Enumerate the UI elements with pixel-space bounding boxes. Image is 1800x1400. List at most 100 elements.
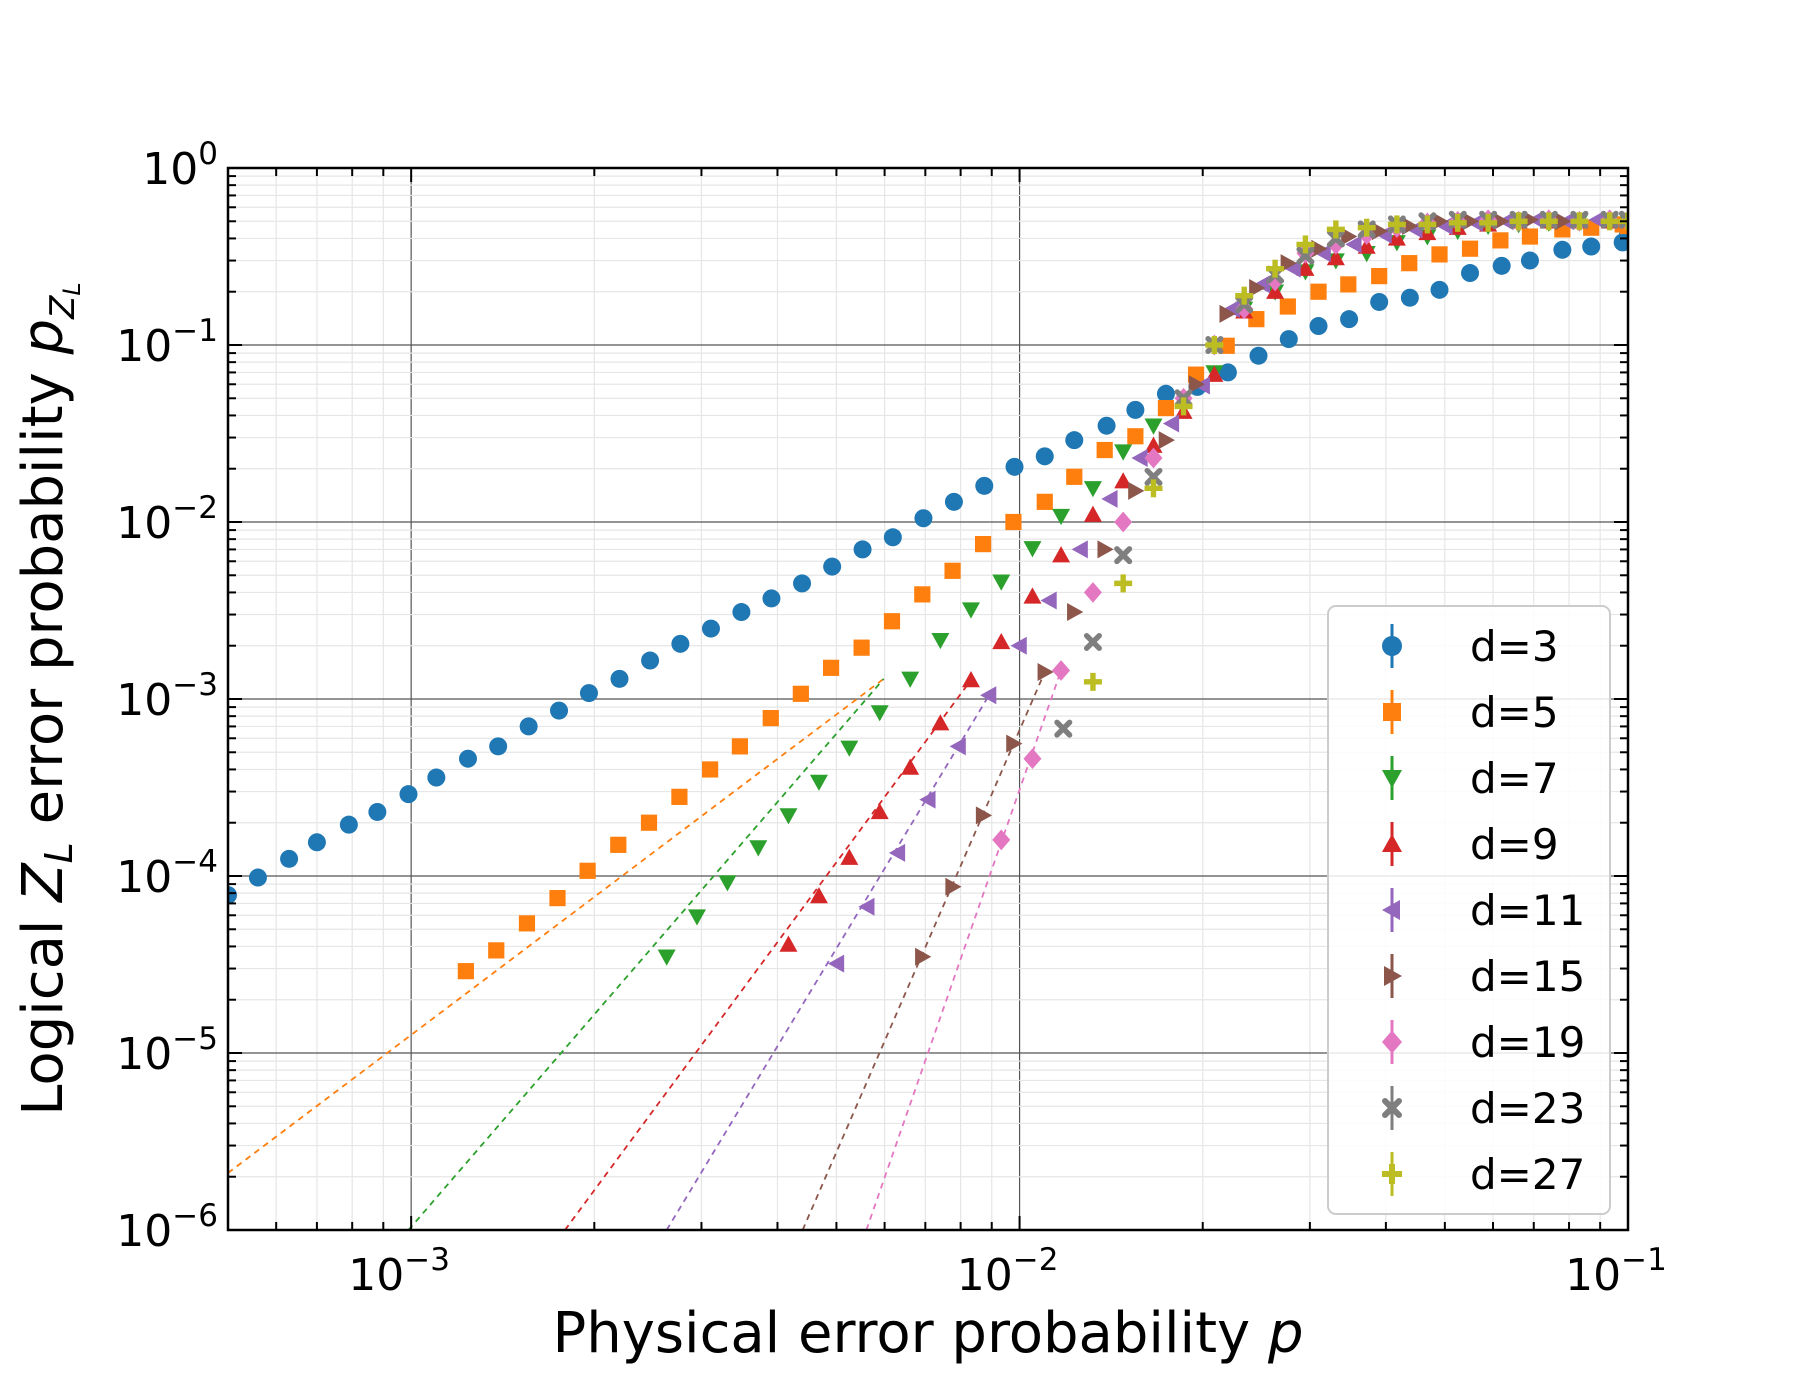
- data-point-d-5: [944, 562, 961, 579]
- data-point-d-5: [914, 586, 931, 603]
- y-axis-label-sub: L: [37, 842, 81, 863]
- data-point-d-3: [732, 603, 751, 622]
- data-point-d-19: [1083, 582, 1102, 603]
- data-point-d-11: [827, 954, 845, 973]
- y-axis-label-sub-3: L: [58, 282, 86, 295]
- tick-marks: [227, 167, 1628, 1231]
- data-point-d-3: [1582, 237, 1601, 256]
- legend-label-d-23: d=23: [1470, 1084, 1585, 1133]
- data-point-d-3: [944, 492, 963, 511]
- data-point-d-5: [1248, 311, 1265, 328]
- data-point-d-7: [901, 671, 920, 688]
- y-tick-base: 10: [116, 675, 172, 726]
- data-point-d-27: [1479, 213, 1498, 232]
- fit-line-d-5: [228, 678, 885, 1174]
- legend-entries: d=3 d=5 d=7 d=9 d=11 d=15 d=19 d=23 d=27: [1382, 622, 1585, 1199]
- legend-marker-d-11: [1382, 900, 1400, 920]
- legend-item-d-23: d=23: [1382, 1084, 1585, 1133]
- data-point-d-15: [1037, 663, 1054, 682]
- data-point-d-3: [1309, 317, 1328, 336]
- data-point-d-3: [1553, 240, 1572, 259]
- y-tick-base: 10: [116, 1029, 172, 1080]
- data-point-d-19: [1144, 447, 1163, 469]
- data-point-d-27: [1235, 286, 1254, 305]
- data-point-d-3: [579, 684, 598, 703]
- data-point-d-19: [1235, 298, 1254, 320]
- y-axis-label: Logical ZL error probability pZL: [11, 282, 86, 1116]
- data-point-d-27: [1296, 235, 1315, 254]
- data-point-d-7: [992, 574, 1011, 591]
- legend-marker-d-23-stroke: [1382, 1098, 1402, 1118]
- y-tick-exponent: −4: [172, 844, 218, 880]
- x-tick-exponent: −3: [404, 1242, 450, 1278]
- legend-label-d-19: d=19: [1470, 1018, 1585, 1067]
- data-point-d-9: [809, 887, 828, 904]
- data-point-d-9: [1023, 587, 1042, 604]
- legend-marker-d-7: [1382, 770, 1402, 788]
- data-point-d-27: [1174, 397, 1193, 416]
- data-point-d-9: [1114, 472, 1133, 489]
- data-point-d-11: [1131, 448, 1148, 467]
- data-point-d-7: [870, 705, 889, 722]
- data-point-d-23-stroke: [1326, 229, 1345, 248]
- legend-item-d-7: d=7: [1382, 754, 1559, 803]
- data-point-d-15: [1280, 254, 1297, 273]
- data-point-d-27: [1326, 220, 1345, 239]
- data-point-d-3: [228, 886, 237, 905]
- y-tick-base: 10: [116, 1206, 172, 1257]
- data-point-d-3: [1035, 447, 1054, 466]
- data-point-d-11: [1162, 414, 1180, 433]
- data-point-d-3: [307, 833, 326, 852]
- legend-label-d-7: d=7: [1470, 754, 1559, 803]
- fit-line-d-15: [801, 671, 1046, 1230]
- data-point-d-5: [1492, 232, 1509, 249]
- data-point-d-15: [1311, 239, 1328, 258]
- data-point-d-5: [1096, 441, 1113, 459]
- data-point-d-27: [1539, 212, 1558, 231]
- data-point-d-27: [1357, 218, 1376, 237]
- data-point-d-7: [1144, 418, 1163, 435]
- data-point-d-7: [1052, 508, 1071, 526]
- data-point-d-3: [1370, 292, 1389, 311]
- data-point-d-15: [1555, 212, 1572, 231]
- data-point-d-11: [1253, 275, 1270, 294]
- data-point-d-7: [931, 632, 950, 650]
- y-tick-label: 10−1: [116, 313, 218, 372]
- data-point-d-27: [1144, 479, 1163, 498]
- y-tick-base: 10: [116, 498, 172, 549]
- legend-item-d-3: d=3: [1382, 622, 1559, 671]
- data-point-d-15: [1219, 304, 1236, 323]
- legend-label-d-15: d=15: [1470, 952, 1585, 1001]
- data-point-d-15: [945, 877, 962, 896]
- data-point-d-5: [640, 814, 658, 831]
- data-point-d-3: [1279, 330, 1298, 349]
- y-tick-exponent: −3: [172, 667, 218, 703]
- y-axis-label-sub-2: Z: [43, 295, 83, 320]
- data-point-d-7: [779, 808, 798, 825]
- y-tick-label: 10−6: [116, 1198, 218, 1257]
- data-point-d-5: [518, 915, 536, 932]
- y-axis-label-text-1: Logical: [11, 902, 76, 1116]
- data-point-d-27: [1387, 215, 1406, 234]
- data-point-d-27: [1570, 212, 1589, 231]
- legend-item-d-11: d=11: [1382, 886, 1585, 935]
- data-point-d-23-stroke: [1296, 246, 1315, 265]
- data-point-d-11: [1436, 217, 1453, 236]
- data-point-d-3: [762, 589, 781, 608]
- y-tick-exponent: −1: [172, 313, 218, 349]
- data-point-d-9: [870, 802, 889, 820]
- data-point-d-19: [1023, 748, 1042, 770]
- legend-marker-d-3: [1382, 636, 1402, 656]
- data-point-d-11: [1345, 235, 1362, 254]
- data-point-d-11: [888, 843, 906, 862]
- series-d-15: [915, 210, 1572, 966]
- data-point-d-3: [1156, 384, 1175, 403]
- data-point-d-3: [427, 768, 446, 787]
- x-tick-base: 10: [348, 1250, 404, 1301]
- data-point-d-15: [1158, 431, 1175, 450]
- data-point-d-23: [1114, 546, 1133, 565]
- data-point-d-9: [840, 848, 859, 865]
